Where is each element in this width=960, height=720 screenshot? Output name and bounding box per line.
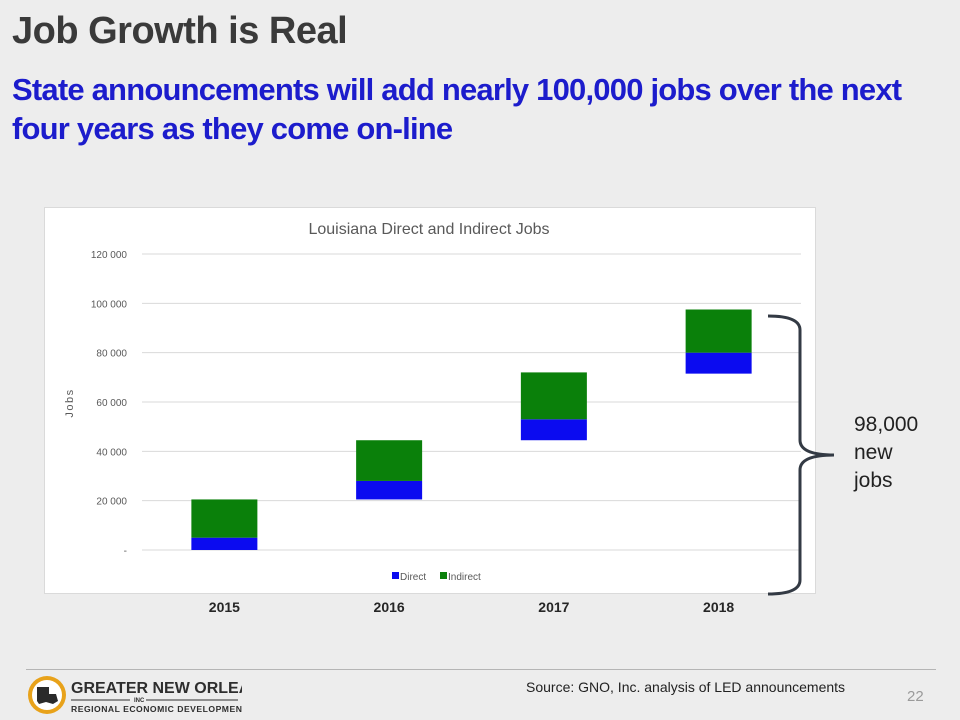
x-tick-label: 2018 (703, 599, 734, 615)
callout-line-2: new (854, 441, 893, 464)
logo-line-1: GREATER NEW ORLEANS (71, 680, 242, 697)
bar-direct-2016 (356, 480, 423, 500)
y-tick-label: 100 000 (91, 299, 128, 310)
y-tick-label: 40 000 (96, 447, 127, 458)
logo-line-3: REGIONAL ECONOMIC DEVELOPMENT (71, 704, 242, 714)
callout-line-3: jobs (854, 469, 893, 492)
footer-divider (26, 669, 936, 670)
bar-indirect-2017 (520, 372, 587, 420)
slide-subtitle: State announcements will add nearly 100,… (12, 72, 902, 146)
chart-title: Louisiana Direct and Indirect Jobs (308, 221, 549, 238)
chart-area (44, 207, 816, 594)
slide-title: Job Growth is Real (12, 10, 348, 52)
x-tick-label: 2015 (209, 599, 240, 615)
bar-indirect-2016 (356, 440, 423, 481)
bar-indirect-2015 (191, 499, 258, 538)
x-tick-label: 2016 (374, 599, 405, 615)
callout-text: 98,000 new jobs (854, 411, 918, 495)
source-note: Source: GNO, Inc. analysis of LED announ… (526, 679, 846, 695)
y-axis-label: Jobs (64, 388, 76, 417)
logo-line-2: INC (134, 698, 145, 704)
bar-indirect-2018 (685, 309, 752, 353)
y-tick-label: 120 000 (91, 250, 128, 261)
brace-bracket (767, 314, 835, 596)
legend-swatch-direct (392, 572, 399, 579)
y-tick-label: 20 000 (96, 497, 127, 508)
bar-direct-2018 (685, 352, 752, 374)
louisiana-shape-icon (37, 687, 58, 704)
y-tick-label: 80 000 (96, 349, 127, 360)
bar-direct-2017 (520, 419, 587, 441)
y-tick-label: - (124, 546, 127, 557)
legend-swatch-indirect (440, 572, 447, 579)
legend-label-direct: Direct (400, 572, 426, 583)
page-number: 22 (907, 688, 924, 705)
y-tick-label: 60 000 (96, 398, 127, 409)
legend-label-indirect: Indirect (448, 572, 481, 583)
greater-new-orleans-logo: GREATER NEW ORLEANS INC REGIONAL ECONOMI… (28, 676, 242, 714)
x-tick-label: 2017 (538, 599, 569, 615)
bar-direct-2015 (191, 537, 258, 550)
callout-line-1: 98,000 (854, 413, 919, 436)
